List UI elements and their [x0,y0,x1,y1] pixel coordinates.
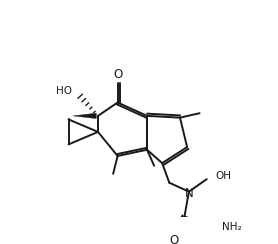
Text: HO: HO [56,86,72,96]
Text: N: N [185,187,193,200]
Text: NH₂: NH₂ [222,222,242,232]
Polygon shape [73,113,96,119]
Text: O: O [169,234,178,244]
Text: OH: OH [216,171,232,181]
Text: O: O [113,68,122,81]
